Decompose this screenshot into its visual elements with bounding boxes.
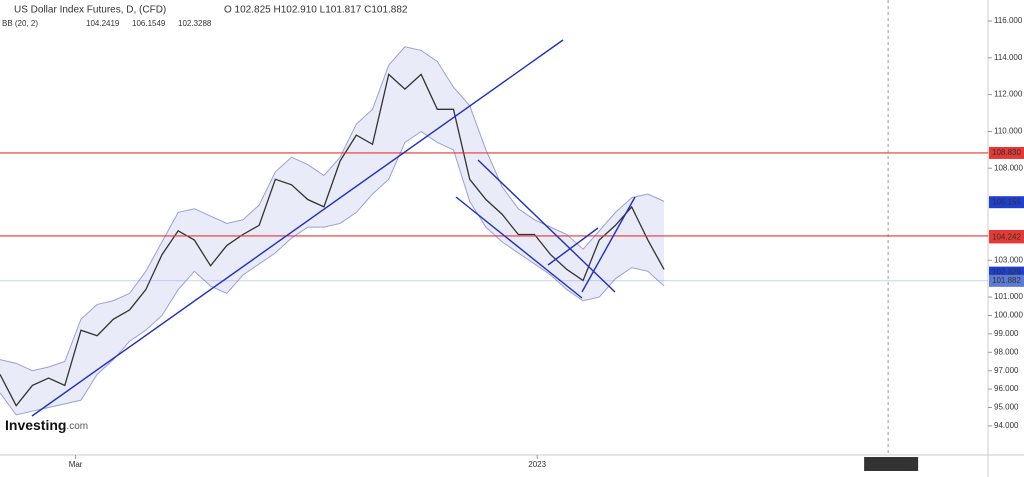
x-tick-label: 2023 <box>528 460 546 469</box>
band-fill <box>469 105 486 228</box>
crosshair-label: 2023-08-22 <box>871 459 912 468</box>
band-fill <box>372 65 389 195</box>
indicator-value: 106.1549 <box>132 19 166 28</box>
y-tick-label: 114.000 <box>994 53 1023 62</box>
band-fill <box>32 367 49 412</box>
price-line <box>0 73 665 407</box>
band-fill <box>0 359 17 415</box>
x-tick-label: Mar <box>69 460 83 469</box>
brand: Investing.com <box>5 417 88 433</box>
band-fill <box>178 208 195 290</box>
band-fill <box>404 46 422 143</box>
band-fill <box>259 171 276 264</box>
band-upper <box>0 46 665 372</box>
band-fill <box>534 219 551 275</box>
band-fill <box>550 227 567 290</box>
indicator-values: 104.2419 106.1549 102.3288 <box>86 19 212 28</box>
band-fill <box>323 157 341 228</box>
band-fill <box>631 194 648 272</box>
trend-lines <box>31 39 636 417</box>
indicator-name: BB (20, 2) <box>2 19 38 28</box>
indicator-value: 104.2419 <box>86 19 120 28</box>
band-fill <box>599 212 616 298</box>
trend-line <box>581 196 636 293</box>
band-fill <box>566 234 584 301</box>
y-tick-label: 112.000 <box>994 90 1023 99</box>
price-badge-label: 101.882 <box>992 276 1021 285</box>
band-fill <box>64 319 81 404</box>
y-tick-label: 97.000 <box>994 366 1019 375</box>
y-tick-label: 96.000 <box>994 384 1019 393</box>
price-badge-label: 106.155 <box>992 197 1021 206</box>
y-tick-label: 103.000 <box>994 255 1023 264</box>
y-tick-label: 108.000 <box>994 163 1023 172</box>
brand-name: Investing <box>5 417 66 433</box>
y-tick-label: 100.000 <box>994 311 1023 320</box>
plot <box>0 0 988 455</box>
price-badge-label: 108.830 <box>992 148 1021 157</box>
band-fill <box>647 194 665 287</box>
y-tick-label: 110.000 <box>994 127 1023 136</box>
band-fill <box>485 149 503 242</box>
band-fill <box>356 109 373 213</box>
price-badge-label: 104.242 <box>992 233 1021 242</box>
chart-title: US Dollar Index Futures, D, (CFD) <box>14 5 166 16</box>
band-fill <box>291 157 308 239</box>
band-fill <box>129 271 146 342</box>
band-fill <box>437 61 454 150</box>
band-fill <box>16 363 33 415</box>
trend-line <box>455 196 583 299</box>
band-fill <box>194 208 211 287</box>
y-tick-label: 101.000 <box>994 292 1023 301</box>
y-tick-label: 98.000 <box>994 347 1019 356</box>
y-tick-label: 116.000 <box>994 16 1023 25</box>
band-fill <box>113 293 130 360</box>
price-badge <box>989 146 1024 159</box>
band-fill <box>97 300 114 375</box>
band-fill <box>161 212 179 316</box>
trend-line <box>31 39 564 417</box>
indicator-value: 102.3288 <box>178 19 212 28</box>
trend-line <box>477 159 616 293</box>
band-fill <box>421 50 438 143</box>
brand-suffix: .com <box>66 421 88 432</box>
price-badge <box>989 196 1024 209</box>
y-tick-label: 95.000 <box>994 403 1019 412</box>
ohlc: O 102.825 H102.910 L101.817 C101.882 <box>224 5 408 16</box>
band-fill <box>80 304 98 401</box>
band-fill <box>388 46 405 180</box>
crosshair-badge <box>864 457 919 471</box>
y-tick-label: 99.000 <box>994 329 1019 338</box>
band-fill <box>615 197 632 279</box>
price-badge-label: 102.329 <box>992 268 1021 277</box>
trend-line <box>547 227 599 266</box>
band-lower <box>0 130 665 416</box>
price-badge <box>989 231 1024 244</box>
y-tick-label: 94.000 <box>994 421 1019 430</box>
price-badge <box>989 274 1024 287</box>
